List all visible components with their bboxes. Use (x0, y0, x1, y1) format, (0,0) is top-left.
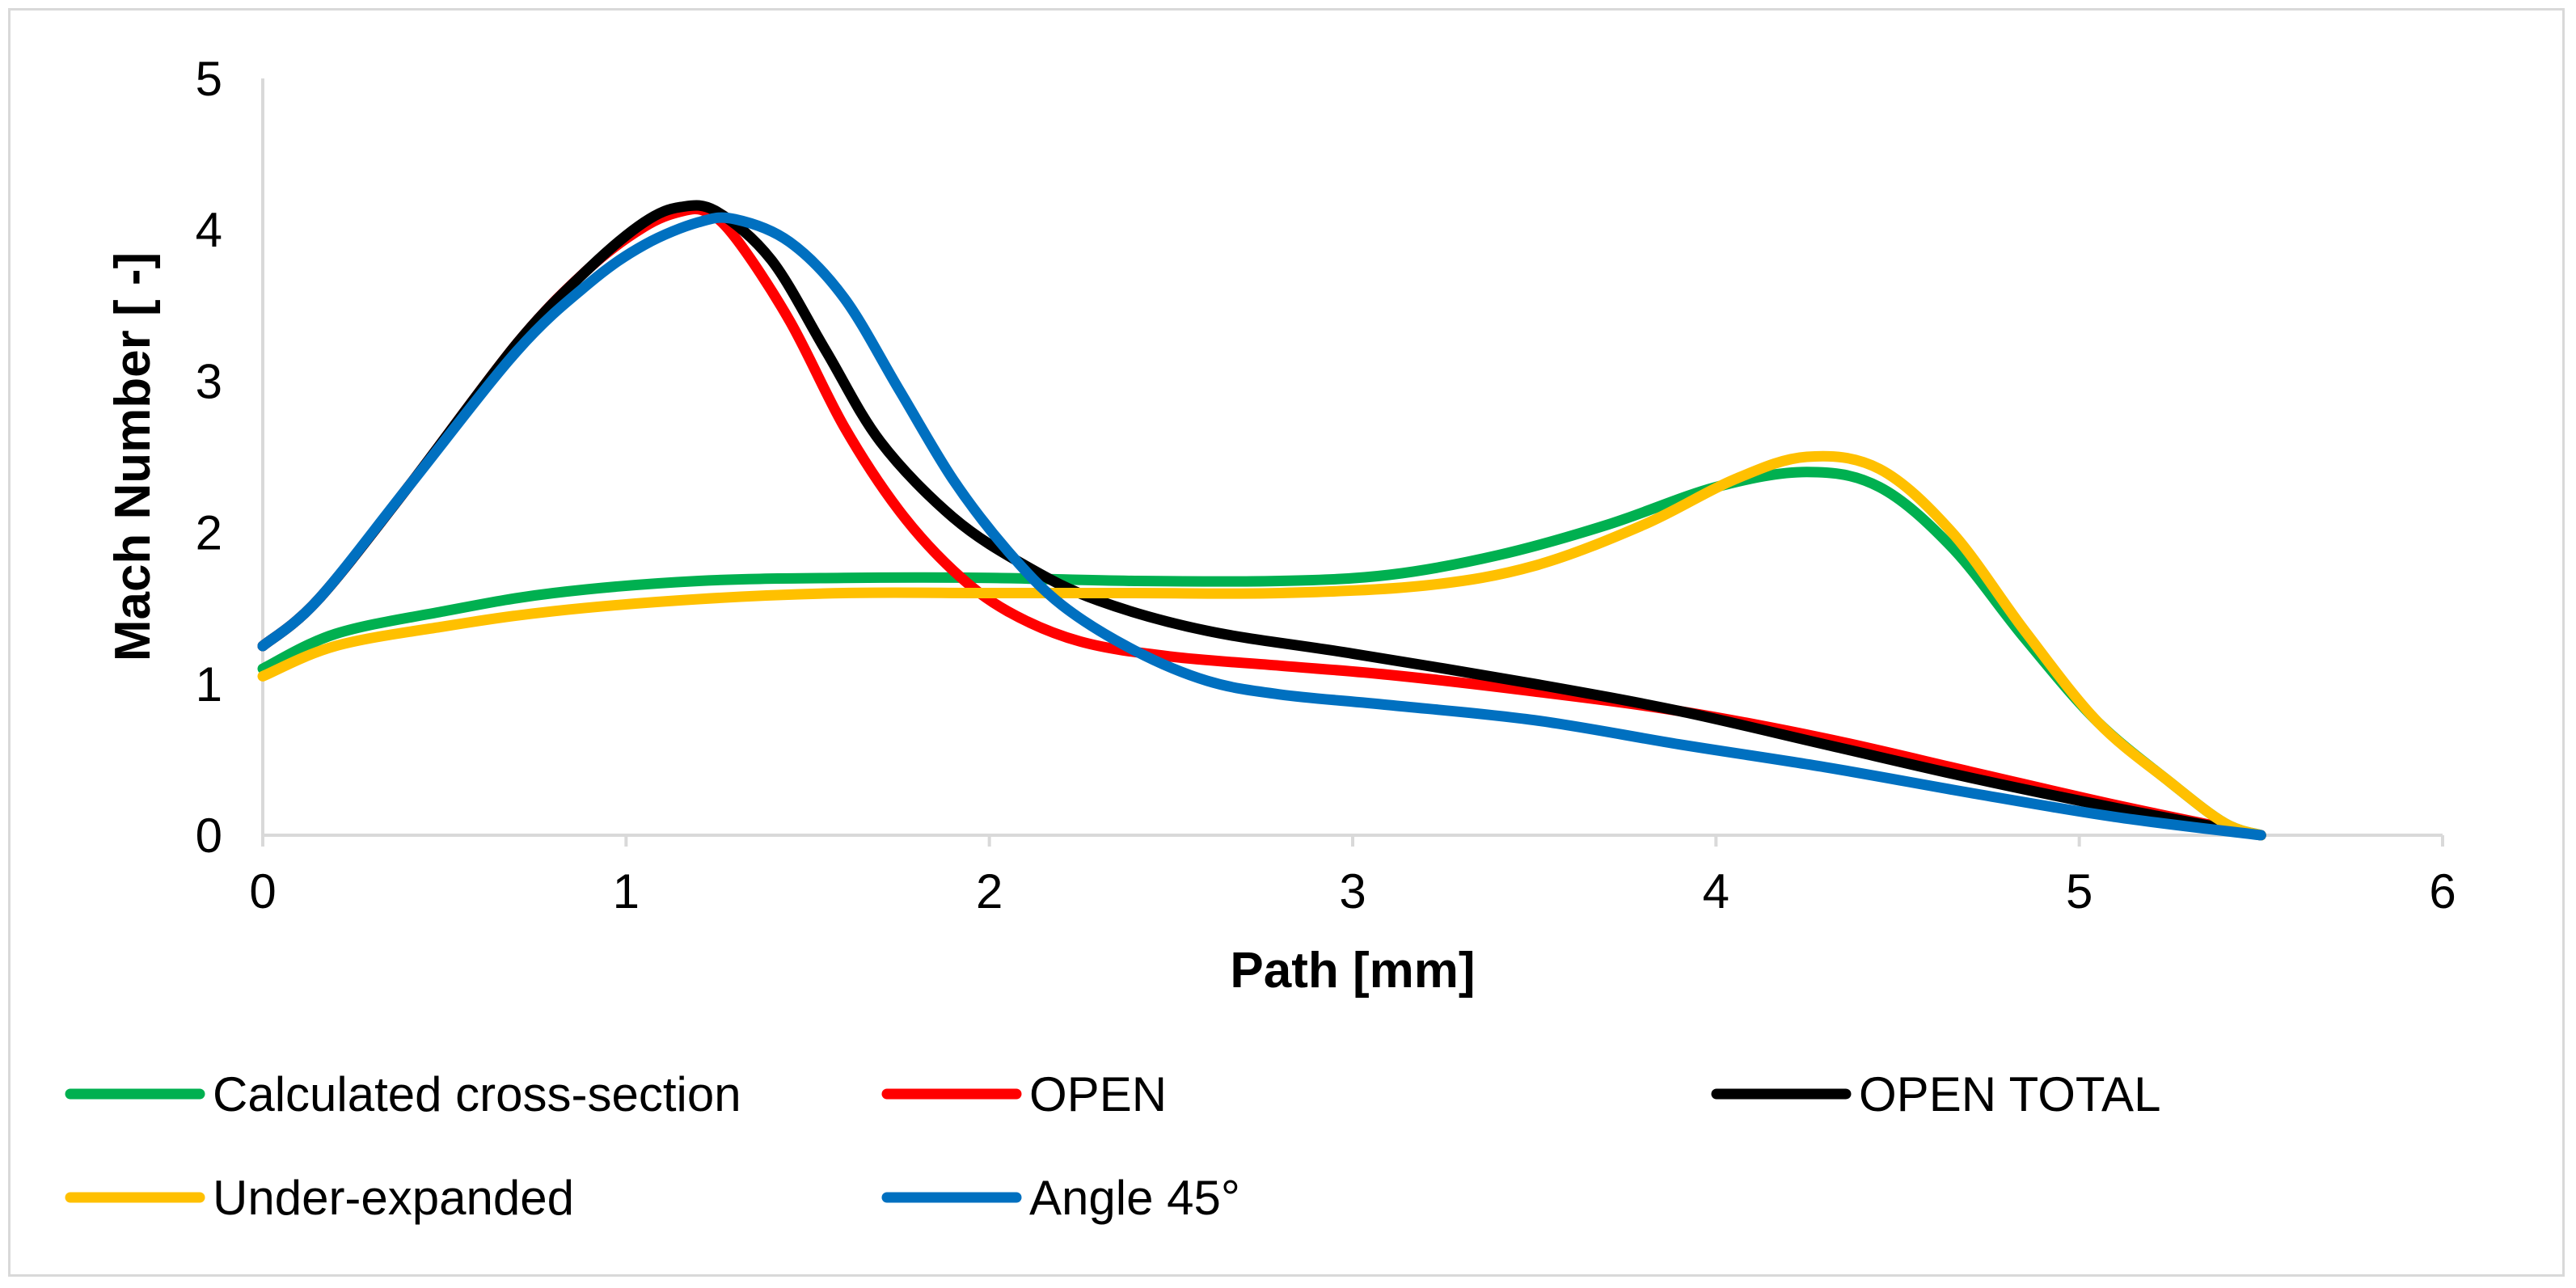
axes: 0 1 2 3 4 5 6 0 1 2 3 4 5 (196, 52, 2456, 918)
y-tick-label: 0 (196, 809, 222, 863)
chart-frame: 0 1 2 3 4 5 6 0 1 2 3 4 5 Path [mm] Mach Number [ -]… (8, 8, 2565, 1277)
x-tick-label: 6 (2429, 864, 2456, 918)
y-tick-label: 4 (196, 203, 222, 257)
series-line-under-expanded (257, 450, 2266, 841)
x-tick-label: 3 (1339, 864, 1366, 918)
x-tick-label: 4 (1703, 864, 1729, 918)
legend-label-open-total: OPEN TOTAL (1859, 1067, 2160, 1121)
y-tick-label: 5 (196, 52, 222, 106)
x-axis-title: Path [mm] (1230, 943, 1475, 999)
series-line-open-total (257, 200, 2266, 841)
legend-label-under-expanded: Under-expanded (213, 1171, 574, 1225)
x-tick-label: 5 (2066, 864, 2092, 918)
y-tick-label: 1 (196, 657, 222, 712)
y-axis-title: Mach Number [ -] (105, 252, 161, 661)
x-tick-label: 2 (976, 864, 1003, 918)
legend-label-open: OPEN (1029, 1067, 1167, 1121)
series-lines (257, 200, 2266, 841)
line-chart: 0 1 2 3 4 5 6 0 1 2 3 4 5 Path [mm] Mach Number [ -]… (65, 52, 2456, 1225)
legend-label-angle-45: Angle 45° (1029, 1171, 1240, 1225)
x-tick-label: 0 (249, 864, 276, 918)
y-tick-label: 2 (196, 506, 222, 560)
y-tick-label: 3 (196, 354, 222, 408)
series-line-angle-45 (257, 212, 2266, 841)
legend-label-calculated-cross-section: Calculated cross-section (213, 1067, 741, 1121)
axis-labels: Path [mm] Mach Number [ -] (105, 252, 1476, 999)
x-tick-label: 1 (613, 864, 640, 918)
legend: Calculated cross-section OPEN OPEN TOTAL Un… (65, 1067, 2160, 1225)
